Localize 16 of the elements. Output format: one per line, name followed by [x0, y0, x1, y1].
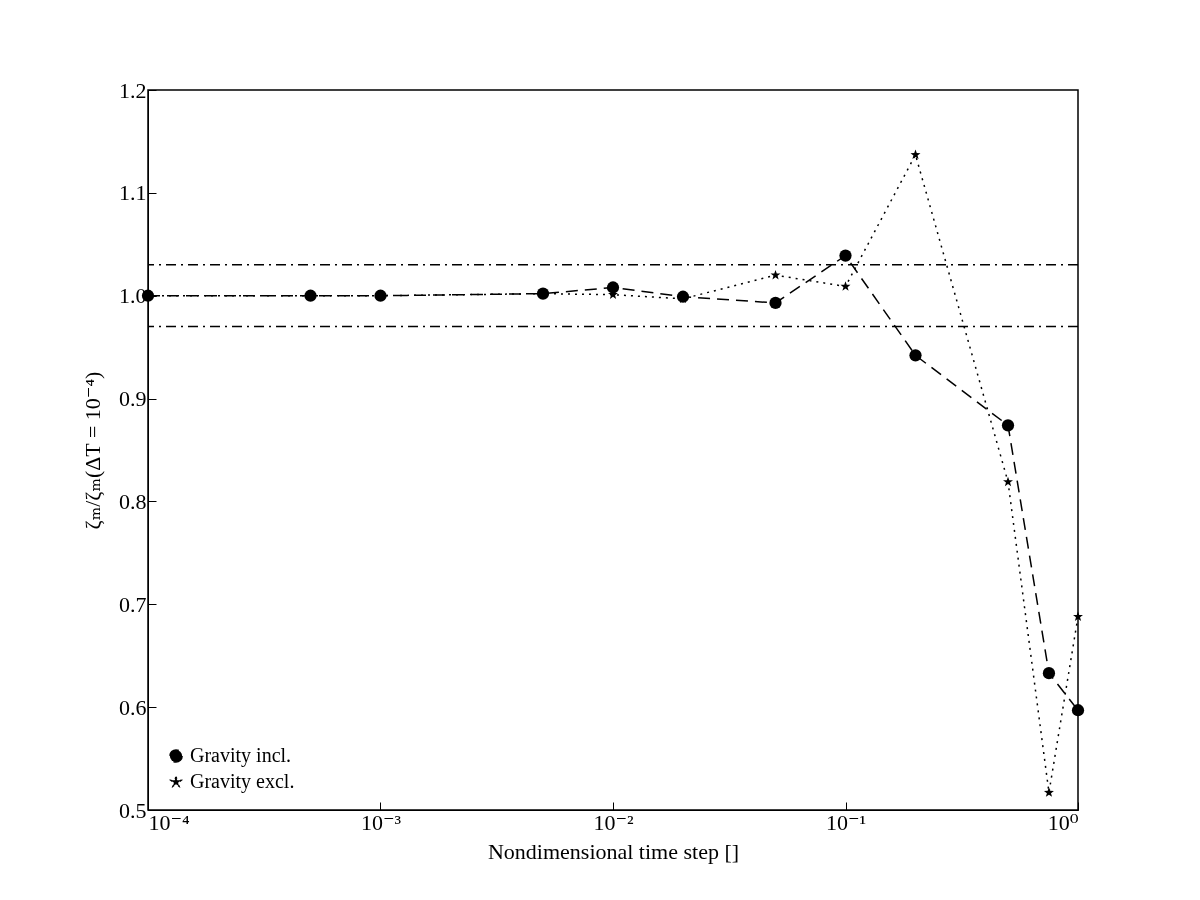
y-tick-label: 0.7 [119, 591, 147, 617]
x-tick-label: 10⁰ [1047, 809, 1079, 835]
x-axis-title: Nondimensional time step [] [487, 838, 740, 864]
legend-label: Gravity excl. [190, 770, 295, 793]
x-tick-label: 10⁻¹ [825, 809, 867, 835]
y-axis-title: ζₘ/ζₘ(ΔT = 10⁻⁴) [80, 371, 105, 530]
y-tick-label: 0.6 [119, 694, 147, 720]
x-tick-label: 10⁻³ [360, 809, 402, 835]
y-tick-label: 0.5 [119, 797, 147, 823]
y-tick-label: 1.2 [119, 77, 147, 103]
y-tick-label: 0.8 [119, 488, 147, 514]
x-tick-label: 10⁻² [593, 809, 634, 835]
legend-label: Gravity incl. [190, 744, 292, 767]
y-tick-label: 1.1 [119, 180, 147, 206]
x-tick-label: 10⁻⁴ [148, 809, 191, 835]
y-tick-label: 0.9 [119, 386, 147, 412]
